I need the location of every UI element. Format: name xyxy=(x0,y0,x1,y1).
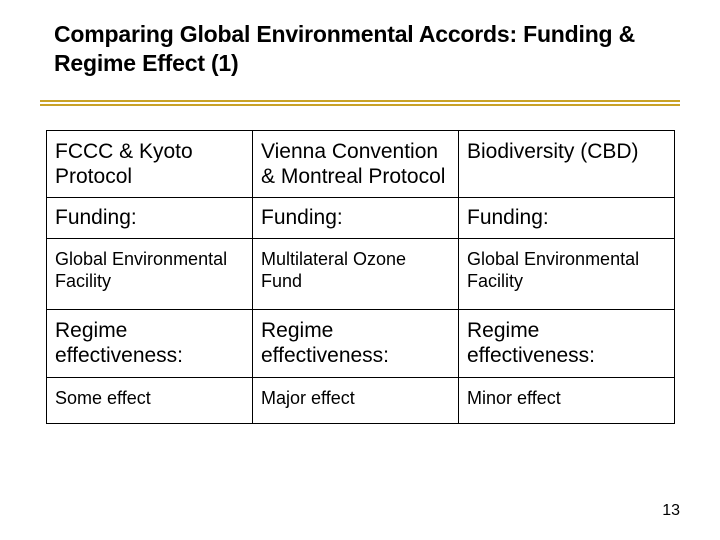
slide-title: Comparing Global Environmental Accords: … xyxy=(54,20,664,78)
table-cell: Global Environmental Facility xyxy=(47,239,253,310)
table-cell: Global Environmental Facility xyxy=(459,239,675,310)
title-block: Comparing Global Environmental Accords: … xyxy=(54,20,664,78)
table-cell: Major effect xyxy=(253,377,459,423)
table-row: Some effect Major effect Minor effect xyxy=(47,377,675,423)
table-row: Funding: Funding: Funding: xyxy=(47,198,675,239)
table-cell: Vienna Convention & Montreal Protocol xyxy=(253,131,459,198)
accent-rule xyxy=(40,100,680,106)
table-row: FCCC & Kyoto Protocol Vienna Convention … xyxy=(47,131,675,198)
slide: Comparing Global Environmental Accords: … xyxy=(0,0,720,540)
table-cell: Funding: xyxy=(253,198,459,239)
comparison-table: FCCC & Kyoto Protocol Vienna Convention … xyxy=(46,130,675,424)
table-row: Global Environmental Facility Multilater… xyxy=(47,239,675,310)
table-cell: Biodiversity (CBD) xyxy=(459,131,675,198)
accent-rule-line-2 xyxy=(40,104,680,106)
table-cell: Some effect xyxy=(47,377,253,423)
accent-rule-line-1 xyxy=(40,100,680,102)
table-cell: Funding: xyxy=(459,198,675,239)
table-cell: Funding: xyxy=(47,198,253,239)
table-cell: Minor effect xyxy=(459,377,675,423)
table-cell: Regime effectiveness: xyxy=(47,310,253,377)
page-number: 13 xyxy=(662,502,680,520)
table-cell: Regime effectiveness: xyxy=(459,310,675,377)
table-row: Regime effectiveness: Regime effectivene… xyxy=(47,310,675,377)
table-cell: Multilateral Ozone Fund xyxy=(253,239,459,310)
table-cell: Regime effectiveness: xyxy=(253,310,459,377)
table-cell: FCCC & Kyoto Protocol xyxy=(47,131,253,198)
